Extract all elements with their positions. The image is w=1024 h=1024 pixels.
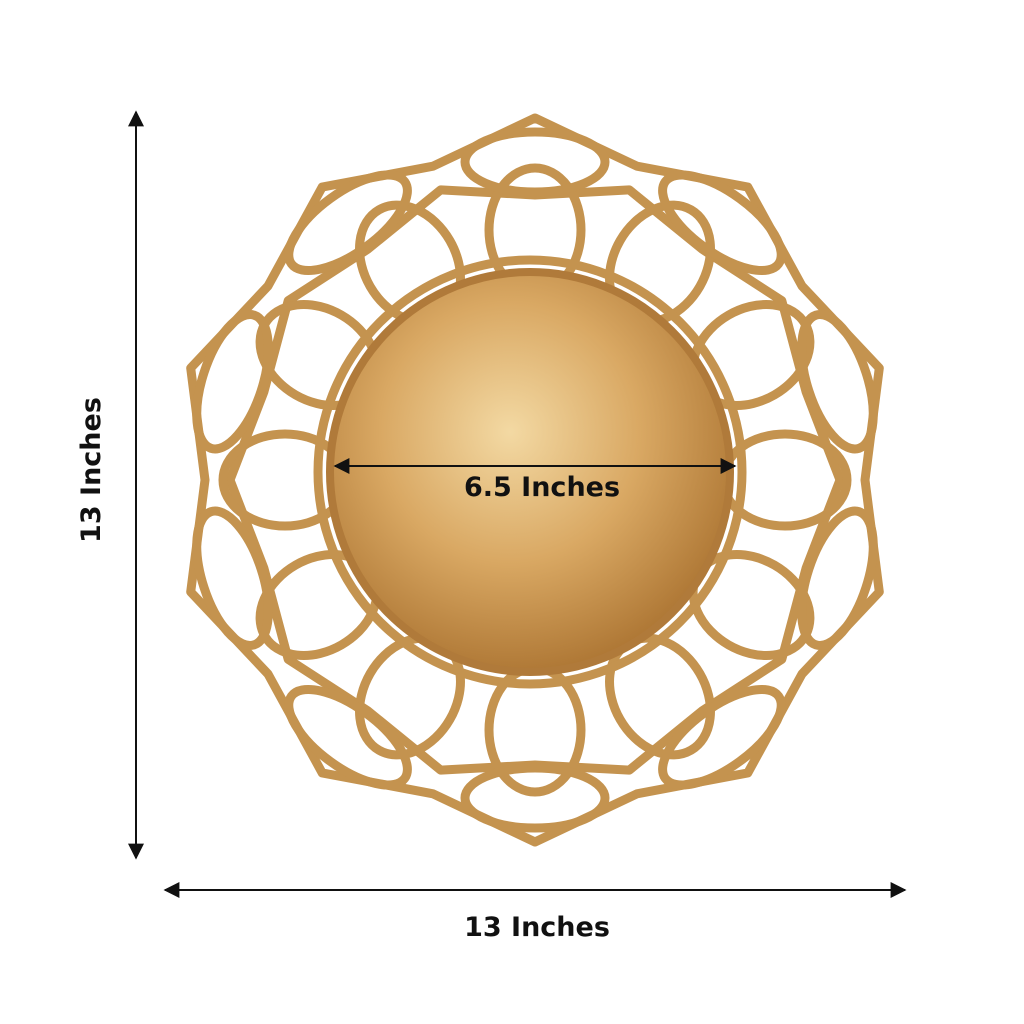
outer-loop [797,310,878,454]
outer-loop [460,763,610,833]
inner-ring [313,255,747,689]
outer-loop [284,684,412,790]
outer-loop [797,506,878,650]
outer-loop [192,310,273,454]
width-label: 13 Inches [464,912,610,943]
plate [186,113,884,847]
outer-loop [284,170,412,276]
outer-loop [460,127,610,197]
outer-loop [658,170,786,276]
outer-loop [192,506,273,650]
outer-loop [658,684,786,790]
inner-diameter-label: 6.5 Inches [464,472,620,503]
height-label: 13 Inches [76,397,107,543]
